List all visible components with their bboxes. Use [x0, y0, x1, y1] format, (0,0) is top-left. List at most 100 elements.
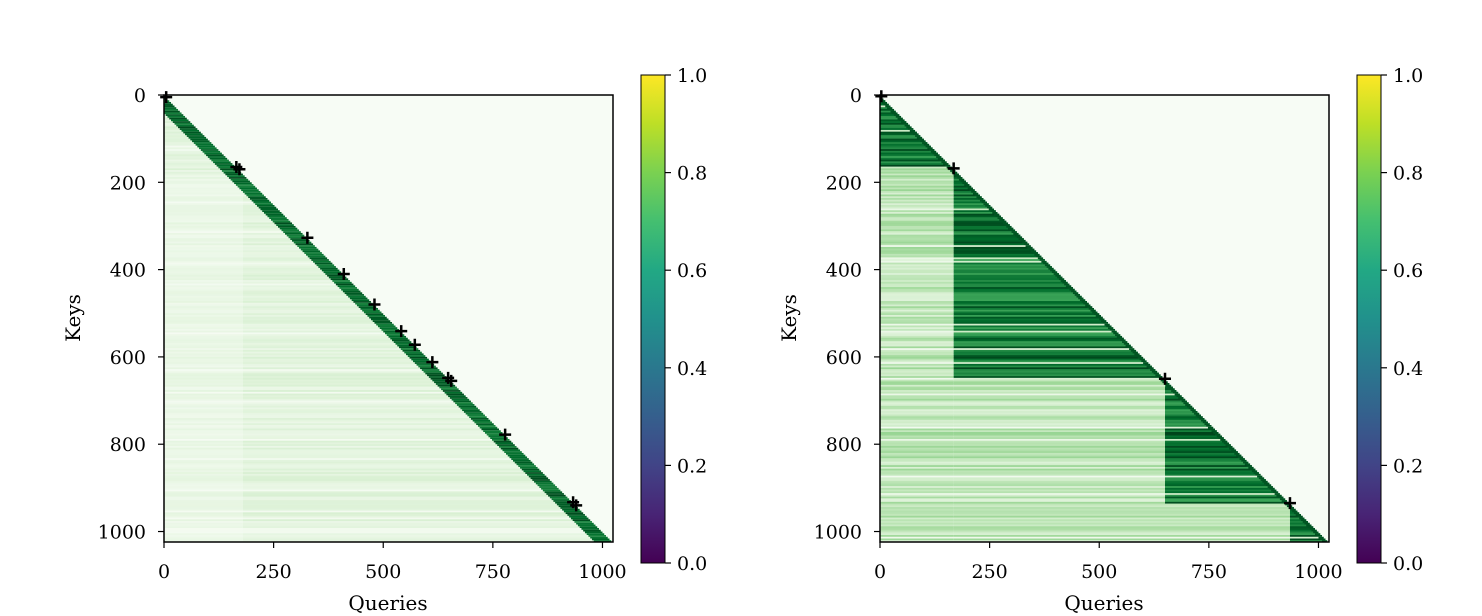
heatmap-cells — [880, 95, 1329, 542]
heatmap-cell — [242, 524, 596, 527]
diagonal-cell — [225, 173, 243, 176]
diagonal-cell — [1250, 468, 1256, 471]
heatmap-cell — [164, 262, 243, 265]
diagonal-cell — [274, 222, 293, 225]
diagonal-cell — [1004, 224, 1010, 227]
heatmap-cell — [880, 529, 954, 532]
heatmap-cell — [880, 316, 954, 319]
heatmap-cell — [242, 374, 445, 377]
diagonal-cell — [369, 316, 387, 319]
heatmap-cell — [242, 274, 345, 277]
heatmap-cell — [880, 479, 954, 482]
heatmap-cell — [953, 447, 1166, 450]
y-tick-label: 1000 — [814, 522, 862, 544]
diagonal-cell — [558, 505, 577, 508]
heatmap-cell — [164, 274, 243, 277]
heatmap-cell — [242, 454, 526, 457]
x-tick-label: 500 — [1081, 561, 1117, 583]
colorbar-tick-label: 0.8 — [677, 163, 707, 185]
heatmap-cell — [164, 428, 243, 431]
heatmap-cell — [242, 369, 440, 372]
heatmap-cell — [242, 500, 571, 503]
heatmap-cell — [242, 227, 298, 230]
diagonal-cell — [548, 494, 566, 498]
heatmap-cell — [953, 236, 1023, 239]
diagonal-cell — [953, 173, 959, 176]
heatmap-cell — [242, 342, 414, 346]
heatmap-cell — [953, 334, 1121, 337]
heatmap-cell — [242, 290, 361, 293]
heatmap-cell — [164, 177, 243, 180]
heatmap-cell — [242, 400, 471, 403]
diagonal-cell — [1185, 404, 1191, 407]
heatmap-cell — [880, 482, 954, 485]
diagonal-cell — [504, 451, 522, 454]
diagonal-cell — [1181, 400, 1187, 403]
heatmap-cell — [880, 524, 954, 527]
diagonal-cell — [374, 321, 393, 325]
diagonal-cell — [172, 121, 191, 124]
diagonal-cell — [1293, 512, 1300, 515]
heatmap-cell — [953, 241, 1028, 244]
heatmap-cell — [953, 440, 1166, 443]
diagonal-cell — [1086, 306, 1093, 309]
diagonal-cell — [413, 360, 431, 363]
heatmap-cell — [953, 320, 1107, 323]
heatmap-cell — [953, 475, 1166, 478]
heatmap-cell — [953, 465, 1166, 468]
diagonal-cell — [1292, 510, 1298, 513]
heatmap-cell — [164, 255, 243, 258]
heatmap-cell — [164, 367, 243, 370]
diagonal-cell — [411, 358, 429, 361]
diagonal-cell — [286, 234, 305, 237]
heatmap-cell — [880, 491, 954, 494]
heatmap-cell — [242, 360, 431, 363]
heatmap-cell — [880, 459, 954, 463]
heatmap-cell — [1289, 533, 1321, 536]
heatmap-cell — [164, 191, 243, 194]
diagonal-cell — [476, 423, 494, 426]
diagonal-cell — [574, 521, 592, 524]
diagonal-cell — [1267, 486, 1273, 489]
diagonal-cell — [1064, 283, 1070, 286]
heatmap-cell — [953, 489, 1166, 492]
heatmap-cell — [953, 222, 1009, 225]
heatmap-cell — [1165, 463, 1251, 466]
heatmap-cell — [953, 315, 1101, 318]
diagonal-cell — [913, 133, 919, 136]
heatmap-cell — [164, 215, 243, 218]
heatmap-cell — [242, 444, 515, 447]
heatmap-cell — [953, 260, 1047, 264]
heatmap-cell — [880, 332, 954, 335]
heatmap-cell — [242, 489, 561, 492]
heatmap-cell — [880, 342, 954, 346]
heatmap-cell — [242, 297, 368, 300]
heatmap-cell — [242, 517, 589, 520]
heatmap-cell — [880, 290, 954, 293]
diagonal-cell — [370, 318, 389, 321]
diagonal-cell — [178, 126, 196, 129]
heatmap-cell — [1165, 454, 1242, 457]
heatmap-cell — [164, 246, 243, 250]
diagonal-cell — [902, 122, 909, 126]
heatmap-cells — [164, 95, 613, 542]
heatmap-cell — [164, 250, 243, 253]
diagonal-cell — [1167, 386, 1173, 389]
diagonal-cell — [1018, 238, 1024, 241]
heatmap-cell — [1289, 521, 1308, 524]
heatmap-cell — [242, 248, 319, 251]
heatmap-cell — [164, 334, 243, 337]
heatmap-cell — [880, 384, 954, 387]
y-tick-label: 800 — [110, 434, 146, 456]
diagonal-cell — [242, 191, 261, 194]
heatmap-cell — [953, 487, 1166, 491]
heatmap-cell — [164, 370, 243, 374]
heatmap-cell — [1165, 419, 1207, 422]
heatmap-cell — [164, 419, 243, 422]
heatmap-cell — [164, 234, 243, 237]
heatmap-cell — [242, 397, 468, 400]
diagonal-cell — [881, 101, 888, 105]
heatmap-cell — [953, 456, 1166, 459]
heatmap-cell — [242, 349, 421, 353]
heatmap-cell — [242, 225, 296, 229]
